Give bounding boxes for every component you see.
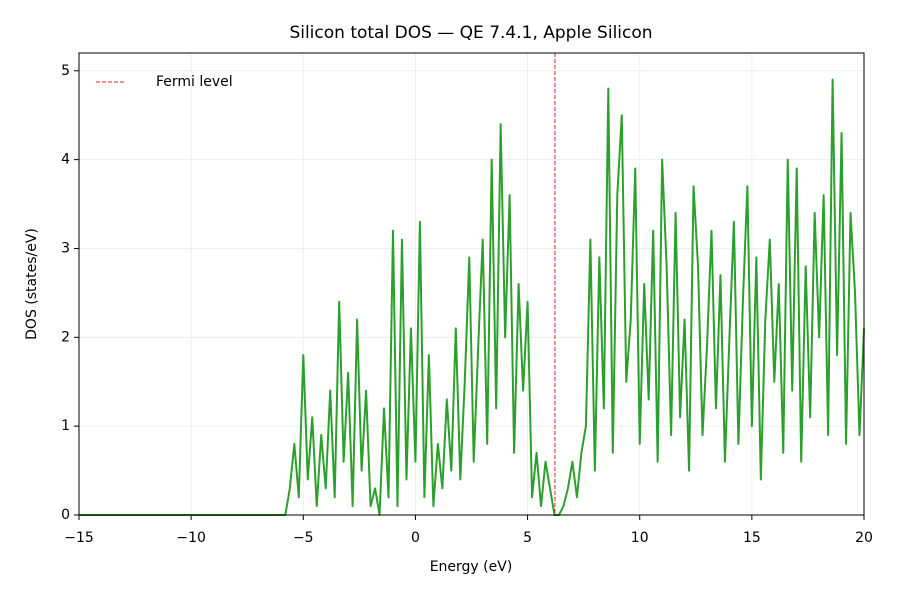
dos-line <box>79 78 865 516</box>
x-tick-label: 0 <box>411 530 420 546</box>
plot-frame <box>78 52 865 516</box>
x-tick-label: −15 <box>64 530 94 546</box>
chart-title: Silicon total DOS — QE 7.4.1, Apple Sili… <box>289 23 652 43</box>
x-tick-label: 15 <box>743 530 761 546</box>
x-axis-label: Energy (eV) <box>430 559 513 575</box>
x-tick-label: 10 <box>631 530 649 546</box>
legend-label: Fermi level <box>156 74 233 90</box>
y-tick-label: 1 <box>61 418 70 434</box>
y-tick-label: 3 <box>61 240 70 256</box>
x-tick-label: 20 <box>855 530 873 546</box>
x-tick-label: 5 <box>523 530 532 546</box>
y-tick-label: 4 <box>61 152 70 168</box>
x-tick-label: −5 <box>293 530 314 546</box>
y-tick-label: 5 <box>61 63 70 79</box>
y-tick-label: 0 <box>61 507 70 523</box>
y-axis-label: DOS (states/eV) <box>24 228 40 340</box>
x-tick-label: −10 <box>176 530 206 546</box>
y-tick-label: 2 <box>61 329 70 345</box>
